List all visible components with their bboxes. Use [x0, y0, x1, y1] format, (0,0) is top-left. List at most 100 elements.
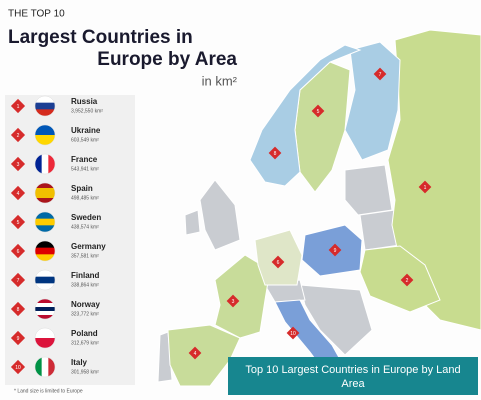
- map-marker: [328, 243, 342, 257]
- flag-stripe: [35, 247, 55, 255]
- flag-stripe: [35, 183, 55, 189]
- flag: [35, 125, 55, 145]
- country-area: 3,952,550 km²: [71, 108, 103, 114]
- baltics: [344, 164, 393, 216]
- rank-badge-number: 7: [17, 278, 20, 284]
- rank-badge-number: 9: [17, 336, 20, 342]
- map-marker: [311, 104, 325, 118]
- flag-stripe: [35, 254, 55, 261]
- spain: [167, 324, 241, 387]
- rank-badge-number: 8: [17, 307, 20, 313]
- flag-stripe: [35, 198, 55, 203]
- country-area: 301,958 km²: [71, 369, 99, 375]
- flag-stripe: [35, 338, 55, 348]
- map-marker-number: 8: [274, 151, 277, 157]
- title: Europe by Area: [97, 49, 237, 70]
- caption-box: [228, 357, 478, 395]
- rank-badge-number: 10: [15, 365, 21, 371]
- flag-stripe: [35, 311, 55, 316]
- rank-badge-number: 5: [17, 220, 20, 226]
- country-area: 603,549 km²: [71, 137, 99, 143]
- ukraine: [359, 245, 441, 313]
- flag-stripe: [35, 270, 55, 277]
- flag: [35, 154, 55, 174]
- country-name: Poland: [71, 329, 98, 338]
- flag-ring: [34, 153, 56, 175]
- map-marker: [286, 326, 300, 340]
- country-name: Finland: [71, 271, 100, 280]
- flag-ring: [34, 298, 56, 320]
- flag-stripe: [48, 154, 55, 174]
- unit: in km²: [202, 73, 238, 88]
- flag-ring: [34, 182, 56, 204]
- finland: [344, 41, 401, 161]
- map-marker-number: 9: [334, 248, 337, 254]
- flag: [35, 183, 55, 203]
- flag-stripe: [35, 154, 42, 174]
- country-name: Italy: [71, 358, 88, 367]
- country-area: 338,864 km²: [71, 282, 99, 288]
- map-marker-number: 5: [317, 109, 320, 115]
- rank-badge-number: 6: [17, 249, 20, 255]
- flag-stripe: [35, 307, 55, 312]
- flag-stripe: [35, 109, 55, 116]
- flag-stripe: [35, 283, 55, 290]
- flag: [35, 357, 55, 377]
- uk: [199, 179, 241, 251]
- country-name: Spain: [71, 184, 93, 193]
- map-marker-number: 1: [424, 185, 427, 191]
- map-marker-number: 2: [406, 278, 409, 284]
- map-marker: [418, 180, 432, 194]
- flag: [35, 299, 55, 319]
- footnote: * Land size is limited to Europe: [14, 388, 83, 394]
- flag-stripe: [35, 303, 55, 308]
- rank-badge-number: 1: [17, 104, 20, 110]
- map-marker: [226, 294, 240, 308]
- flag-ring: [34, 269, 56, 291]
- flag-stripe: [48, 357, 55, 377]
- rank-badge: [10, 359, 26, 375]
- flag-ring: [34, 95, 56, 117]
- map-marker-number: 4: [194, 351, 197, 357]
- rank-badge-number: 3: [17, 162, 20, 168]
- flag: [35, 212, 55, 232]
- flag-stripe: [35, 188, 55, 194]
- caption: Area: [341, 378, 365, 390]
- flag-stripe: [35, 102, 55, 110]
- map-marker: [188, 346, 202, 360]
- flag-ring: [34, 240, 56, 262]
- flag-ring: [34, 327, 56, 349]
- flag-ring: [34, 356, 56, 378]
- flag-stripe: [35, 225, 55, 232]
- country-name: Ukraine: [71, 126, 101, 135]
- map-marker: [400, 273, 414, 287]
- france: [214, 254, 271, 339]
- flag-stripe: [41, 357, 49, 377]
- flag-stripe: [35, 357, 42, 377]
- map-marker-number: 10: [290, 331, 296, 337]
- country-area: 498,485 km²: [71, 195, 99, 201]
- country-name: Sweden: [71, 213, 101, 222]
- europe-map: [157, 29, 481, 387]
- kicker: THE TOP 10: [8, 9, 65, 20]
- flag: [35, 241, 55, 261]
- map-marker-number: 3: [232, 299, 235, 305]
- flag: [35, 270, 55, 290]
- country-area: 312,679 km²: [71, 340, 99, 346]
- country-area: 543,941 km²: [71, 166, 99, 172]
- flag-stripe: [35, 135, 55, 145]
- country-name: Norway: [71, 300, 100, 309]
- caption: Top 10 Largest Countries in Europe by La…: [245, 364, 460, 376]
- flag-stripe: [35, 299, 55, 304]
- flag-stripe: [35, 315, 55, 319]
- country-area: 438,574 km²: [71, 224, 99, 230]
- country-name: France: [71, 155, 98, 164]
- flag-stripe: [35, 193, 55, 199]
- ireland: [184, 209, 201, 236]
- flag-stripe: [35, 276, 55, 284]
- flag: [35, 96, 55, 116]
- flag-ring: [34, 124, 56, 146]
- rank-badge-number: 4: [17, 191, 20, 197]
